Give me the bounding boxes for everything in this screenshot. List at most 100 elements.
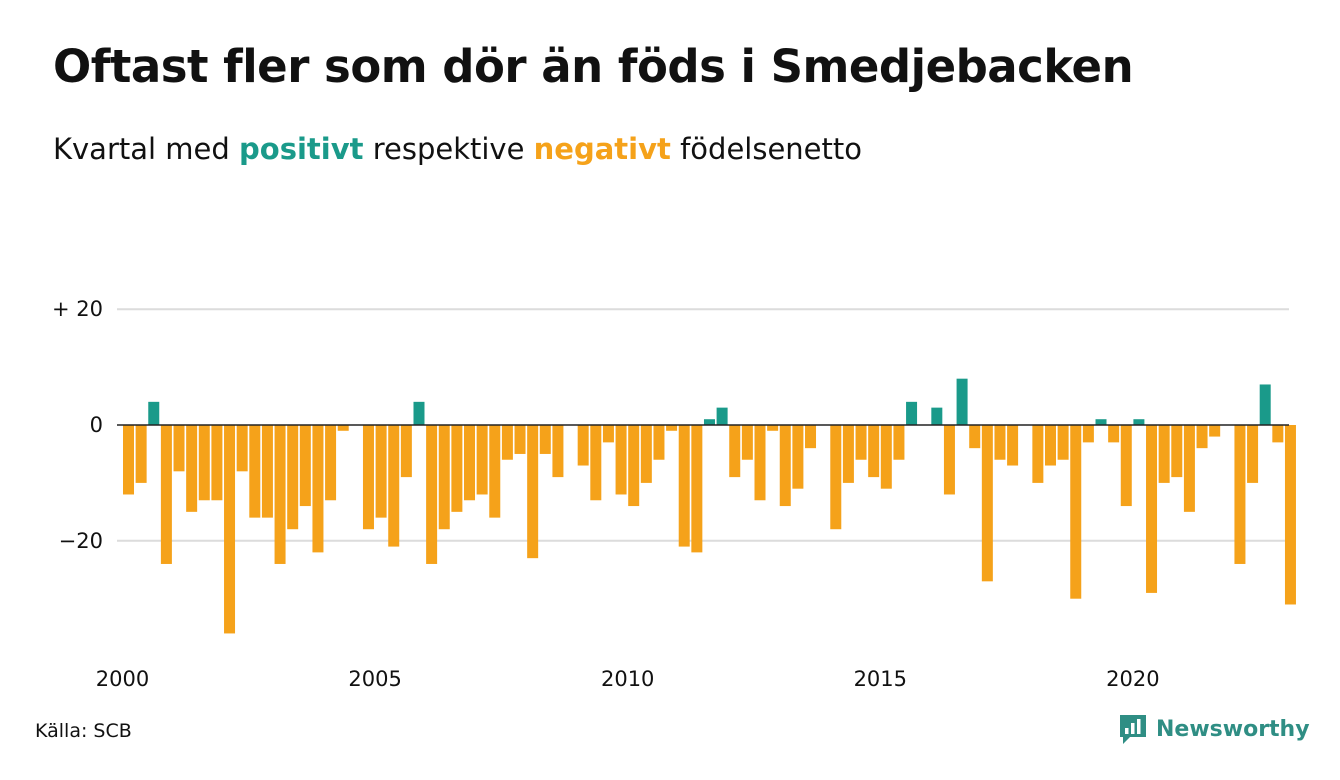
bar-2002-q2	[236, 425, 248, 472]
chart-title: Oftast fler som dör än föds i Smedjeback…	[53, 40, 1134, 93]
bar-2006-q2	[438, 425, 450, 530]
bar-2000-q2	[135, 425, 147, 483]
bar-2022-q1	[1234, 425, 1246, 564]
bar-2018-q1	[1032, 425, 1044, 483]
bar-2014-q2	[842, 425, 854, 483]
x-tick-label: 2015	[854, 667, 907, 691]
bar-2016-q1	[931, 407, 943, 425]
bar-2017-q1	[981, 425, 993, 582]
bar-2008-q2	[539, 425, 551, 454]
subtitle-middle: respektive	[363, 132, 534, 166]
brand-logo: Newsworthy	[1118, 713, 1310, 745]
bar-2012-q1	[729, 425, 741, 478]
bar-2004-q4	[362, 425, 374, 530]
bar-2015-q3	[906, 401, 918, 425]
bar-2007-q2	[489, 425, 501, 518]
bar-2009-q3	[602, 425, 614, 443]
bar-2004-q1	[325, 425, 337, 501]
bar-2005-q1	[375, 425, 387, 518]
bar-2023-q1	[1284, 425, 1296, 605]
bar-2000-q4	[160, 425, 172, 564]
bar-2021-q2	[1196, 425, 1208, 449]
bar-2022-q2	[1247, 425, 1259, 483]
bar-2009-q2	[590, 425, 602, 501]
bar-2018-q4	[1070, 425, 1082, 599]
bar-2005-q3	[400, 425, 412, 478]
bar-2013-q1	[779, 425, 791, 507]
subtitle-prefix: Kvartal med	[53, 132, 240, 166]
bar-2019-q4	[1120, 425, 1132, 507]
bar-2020-q3	[1158, 425, 1170, 483]
bar-2007-q1	[476, 425, 488, 495]
bar-2007-q3	[501, 425, 513, 460]
bar-2021-q3	[1209, 425, 1221, 437]
bar-2020-q1	[1133, 419, 1145, 425]
bar-2011-q1	[678, 425, 690, 547]
bar-2006-q4	[464, 425, 476, 501]
bar-2016-q4	[969, 425, 981, 449]
bar-2006-q1	[426, 425, 438, 564]
bar-2015-q2	[893, 425, 905, 460]
bar-2022-q4	[1272, 425, 1284, 443]
bar-2011-q3	[703, 419, 715, 425]
bar-2014-q4	[868, 425, 880, 478]
bar-chart: + 20 0 −20 2000 2005 2010 2015 2020	[52, 297, 1296, 691]
y-tick-label: −20	[59, 529, 103, 553]
bar-2005-q2	[388, 425, 400, 547]
subtitle-negative-word: negativt	[533, 132, 671, 166]
bar-2001-q4	[211, 425, 223, 501]
bar-2002-q4	[261, 425, 273, 518]
y-tick-label: 0	[90, 413, 103, 437]
y-tick-label: + 20	[52, 297, 103, 321]
bar-2020-q4	[1171, 425, 1183, 478]
bar-2006-q3	[451, 425, 463, 512]
grid-lines	[117, 308, 1289, 542]
source-note: Källa: SCB	[35, 720, 132, 742]
bar-2017-q3	[1007, 425, 1019, 466]
bar-2021-q1	[1183, 425, 1195, 512]
bar-2002-q1	[224, 425, 236, 634]
bar-2015-q1	[880, 425, 892, 489]
bar-2001-q3	[198, 425, 210, 501]
bar-2010-q4	[666, 425, 678, 431]
bar-2019-q3	[1108, 425, 1120, 443]
bar-2020-q2	[1146, 425, 1158, 593]
bar-2018-q2	[1044, 425, 1056, 466]
x-axis-ticks: 2000 2005 2010 2015 2020	[96, 667, 1160, 691]
bar-2000-q3	[148, 401, 160, 425]
bar-2009-q4	[615, 425, 627, 495]
bar-2003-q1	[274, 425, 286, 564]
chart-subtitle: Kvartal med positivt respektive negativt…	[53, 132, 862, 166]
bar-2014-q1	[830, 425, 842, 530]
bar-2007-q4	[514, 425, 526, 454]
bar-2019-q2	[1095, 419, 1107, 425]
bar-2010-q3	[653, 425, 665, 460]
bar-2013-q3	[805, 425, 817, 449]
x-tick-label: 2020	[1106, 667, 1159, 691]
bar-2008-q3	[552, 425, 564, 478]
bar-2010-q2	[640, 425, 652, 483]
bar-2011-q4	[716, 407, 728, 425]
bar-2000-q1	[123, 425, 134, 495]
bars	[123, 378, 1296, 634]
bar-2016-q2	[943, 425, 955, 495]
bar-2013-q2	[792, 425, 804, 489]
bar-2001-q2	[186, 425, 198, 512]
bar-2019-q1	[1082, 425, 1094, 443]
y-axis-ticks: + 20 0 −20	[52, 297, 103, 553]
subtitle-positive-word: positivt	[239, 132, 364, 166]
bar-2012-q3	[754, 425, 766, 501]
brand-name: Newsworthy	[1156, 716, 1310, 742]
bar-2004-q2	[337, 425, 349, 431]
bar-2003-q3	[299, 425, 311, 507]
bar-2008-q1	[527, 425, 539, 559]
bar-2003-q4	[312, 425, 324, 553]
bar-2002-q3	[249, 425, 261, 518]
bar-2022-q3	[1259, 384, 1271, 425]
bar-2014-q3	[855, 425, 867, 460]
bar-2012-q4	[767, 425, 779, 431]
subtitle-suffix: födelsenetto	[670, 132, 862, 166]
bar-2009-q1	[577, 425, 589, 466]
bar-2001-q1	[173, 425, 185, 472]
bar-2016-q3	[956, 378, 968, 425]
